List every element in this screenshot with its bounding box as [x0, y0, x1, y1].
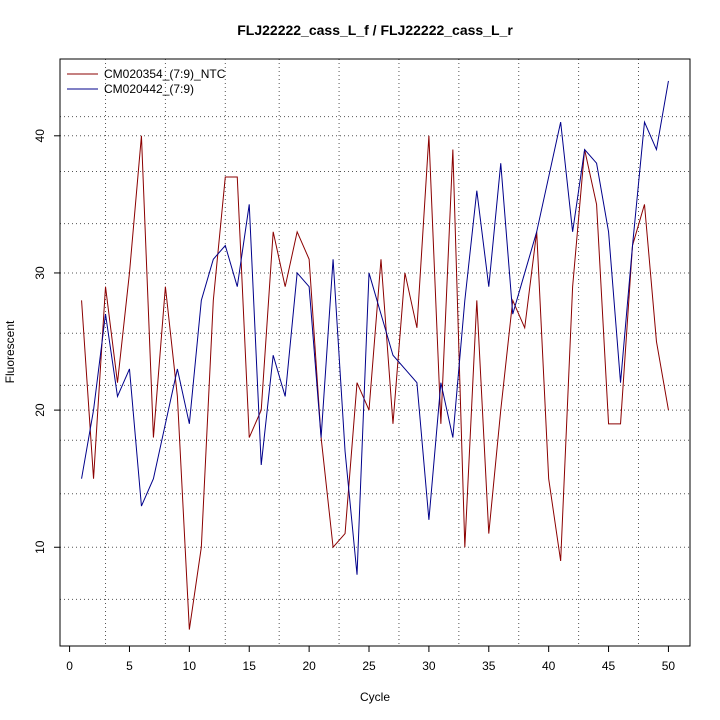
- x-tick-label: 30: [422, 659, 436, 673]
- y-tick-label: 30: [33, 266, 47, 280]
- series-line-2: [81, 80, 669, 575]
- y-axis-label: Fluorescent: [3, 320, 17, 383]
- x-tick-label: 40: [542, 659, 556, 673]
- x-tick-label: 0: [66, 659, 73, 673]
- y-tick-label: 10: [33, 540, 47, 554]
- plot-frame: [59, 58, 691, 647]
- gridlines: [60, 59, 690, 646]
- x-axis-label: Cycle: [360, 690, 390, 704]
- series-layer: [81, 80, 669, 630]
- y-tick-label: 20: [33, 403, 47, 417]
- legend-label: CM020354_(7:9)_NTC: [104, 67, 226, 81]
- x-axis: 0 5 10 15 20 25 30 35 40 45 50: [66, 646, 675, 673]
- x-tick-label: 25: [362, 659, 376, 673]
- chart-title: FLJ22222_cass_L_f / FLJ22222_cass_L_r: [237, 22, 513, 38]
- x-tick-label: 35: [482, 659, 496, 673]
- legend-label: CM020442_(7:9): [104, 82, 194, 96]
- x-tick-label: 10: [183, 659, 197, 673]
- y-tick-label: 40: [33, 129, 47, 143]
- x-tick-label: 5: [126, 659, 133, 673]
- series-line-1: [81, 135, 669, 630]
- x-tick-label: 45: [602, 659, 616, 673]
- x-tick-label: 50: [662, 659, 676, 673]
- y-axis: 10 20 30 40: [33, 129, 60, 554]
- x-tick-label: 15: [243, 659, 257, 673]
- x-tick-label: 20: [302, 659, 316, 673]
